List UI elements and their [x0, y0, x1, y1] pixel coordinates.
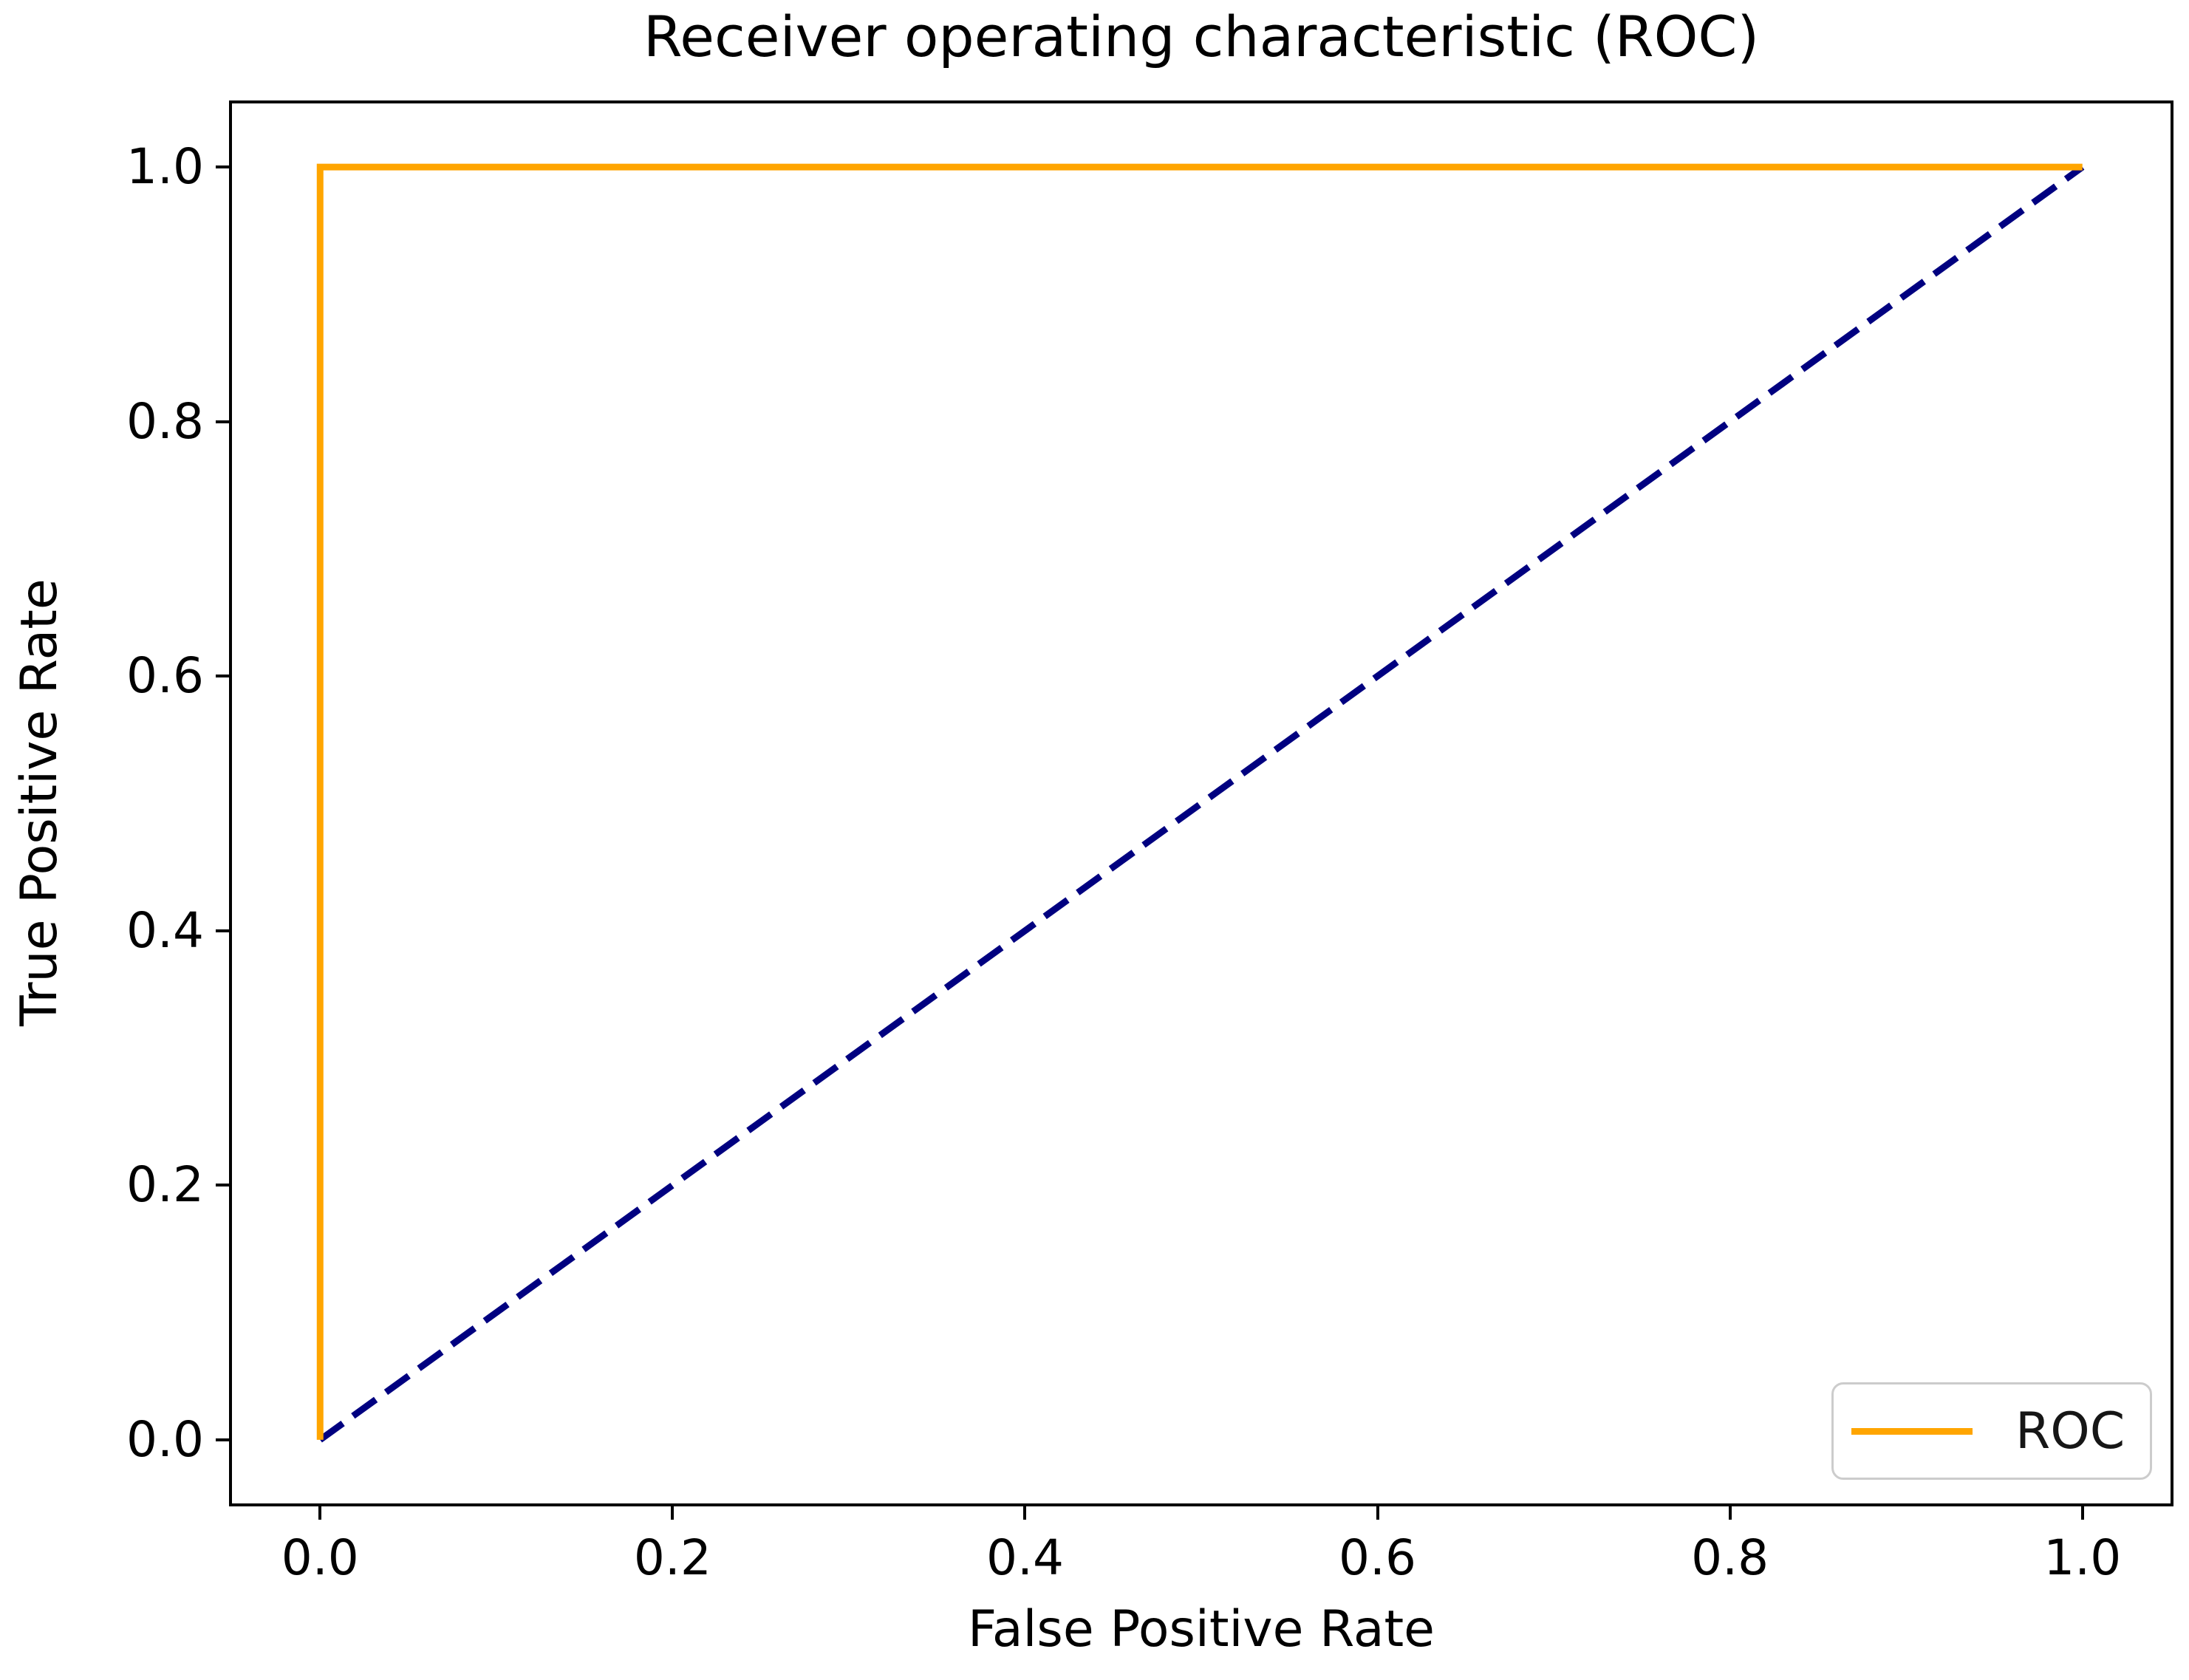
x-tick-label: 0.6: [1339, 1529, 1417, 1586]
roc-legend-line-swatch: [1851, 1427, 1973, 1435]
y-tick-mark: [216, 420, 229, 423]
x-tick-label: 0.2: [633, 1529, 711, 1586]
x-tick-mark: [2080, 1506, 2084, 1520]
y-tick-label: 0.6: [126, 647, 204, 705]
y-tick-label: 0.8: [126, 392, 204, 450]
x-tick-label: 0.4: [986, 1529, 1064, 1586]
x-tick-mark: [318, 1506, 322, 1520]
y-tick-label: 1.0: [126, 138, 204, 196]
x-tick-mark: [1376, 1506, 1379, 1520]
legend: ROC: [1831, 1382, 2152, 1480]
y-tick-mark: [216, 929, 229, 932]
y-tick-label: 0.4: [126, 901, 204, 959]
y-tick-mark: [216, 675, 229, 678]
x-tick-mark: [1023, 1506, 1027, 1520]
x-tick-label: 0.0: [281, 1529, 359, 1586]
y-tick-label: 0.0: [126, 1410, 204, 1468]
plot-area: [229, 100, 2173, 1506]
y-tick-mark: [216, 165, 229, 169]
y-tick-mark: [216, 1184, 229, 1187]
y-tick-mark: [216, 1438, 229, 1441]
roc-legend-label: ROC: [2015, 1401, 2125, 1461]
x-tick-label: 0.8: [1691, 1529, 1769, 1586]
chart-title: Receiver operating characteristic (ROC): [643, 4, 1760, 69]
x-axis-label: False Positive Rate: [968, 1600, 1435, 1659]
x-tick-mark: [671, 1506, 675, 1520]
x-tick-mark: [1728, 1506, 1732, 1520]
x-tick-label: 1.0: [2043, 1529, 2122, 1586]
y-tick-label: 0.2: [126, 1156, 204, 1214]
